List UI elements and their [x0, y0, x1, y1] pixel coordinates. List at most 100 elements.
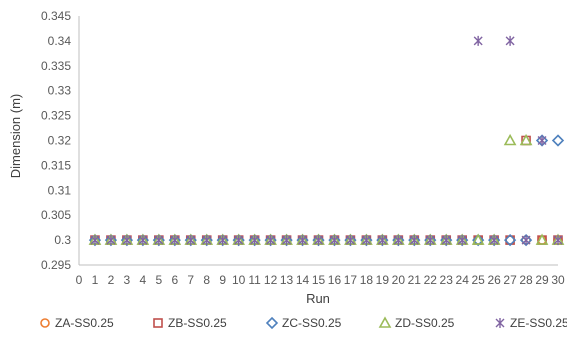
x-tick-label: 10	[232, 273, 246, 287]
data-point	[377, 235, 387, 246]
legend-marker	[378, 316, 392, 328]
x-tick-label: 14	[296, 273, 310, 287]
data-point	[314, 235, 323, 246]
series-ZD-SS0.25	[88, 133, 565, 245]
x-tick-label: 27	[503, 273, 517, 287]
x-tick-label: 5	[155, 273, 162, 287]
data-point	[250, 235, 260, 246]
legend-item: ZD-SS0.25	[378, 316, 455, 330]
data-point	[471, 233, 485, 245]
y-tick-label: 0.31	[48, 183, 72, 197]
data-point	[218, 235, 228, 246]
data-point	[505, 35, 515, 46]
legend-item: ZA-SS0.25	[40, 316, 114, 330]
y-tick-label: 0.32	[48, 134, 72, 148]
y-axis-title: Dimension (m)	[8, 94, 23, 179]
legend-item: ZC-SS0.25	[265, 316, 342, 330]
series-ZE-SS0.25	[90, 35, 563, 246]
data-point	[202, 235, 212, 246]
x-tick-label: 1	[92, 273, 99, 287]
x-tick-label: 18	[360, 273, 374, 287]
data-point	[266, 235, 276, 246]
data-point	[186, 235, 196, 246]
data-point	[138, 235, 148, 246]
data-point	[457, 235, 467, 246]
data-point	[537, 135, 547, 146]
legend: ZA-SS0.25 ZB-SS0.25 ZC-SS0.25 ZD-SS0.25 ZE-S…	[40, 316, 567, 330]
data-point	[154, 235, 164, 246]
legend-marker	[153, 318, 163, 328]
x-tick-label: 26	[487, 273, 501, 287]
x-tick-label: 9	[219, 273, 226, 287]
data-point	[361, 235, 371, 246]
legend-marker	[40, 318, 50, 328]
x-tick-label: 24	[456, 273, 470, 287]
data-point	[472, 233, 485, 247]
x-tick-label: 4	[140, 273, 147, 287]
data-point	[298, 235, 308, 246]
data-point	[170, 235, 180, 246]
x-tick-label: 16	[328, 273, 342, 287]
y-tick-label: 0.315	[41, 158, 71, 172]
data-point	[535, 233, 549, 245]
data-point	[521, 235, 531, 246]
axes	[78, 16, 558, 266]
legend-marker	[265, 316, 279, 330]
y-tick-labels: 0.295 0.3 0.305 0.31 0.315 0.32 0.325 0.33 0.335…	[41, 9, 71, 272]
data-point	[409, 235, 419, 246]
data-point	[345, 235, 355, 246]
data-point	[106, 235, 116, 246]
x-tick-labels: 0 1 2 3 4 5 6 7 8 9 10 11 12 13 14 15 16 17 18 19 20 21 22 23 24…	[76, 273, 565, 287]
legend-label: ZC-SS0.25	[282, 316, 342, 330]
data-point	[425, 235, 435, 246]
x-tick-label: 25	[471, 273, 485, 287]
data-point	[329, 235, 339, 246]
data-point	[553, 235, 563, 246]
data-point	[503, 233, 517, 247]
legend-marker	[495, 318, 505, 328]
x-tick-label: 15	[312, 273, 326, 287]
series-ZC-SS0.25	[88, 134, 565, 247]
x-axis-title: Run	[306, 291, 330, 306]
x-tick-label: 28	[519, 273, 533, 287]
data-point	[441, 235, 451, 246]
x-tick-label: 8	[203, 273, 210, 287]
x-tick-label: 20	[392, 273, 406, 287]
legend-label: ZD-SS0.25	[395, 316, 455, 330]
x-tick-label: 0	[76, 273, 83, 287]
x-tick-label: 12	[264, 273, 278, 287]
y-tick-label: 0.335	[41, 59, 71, 73]
data-points	[88, 35, 565, 247]
y-tick-label: 0.345	[41, 9, 71, 23]
x-tick-label: 22	[424, 273, 438, 287]
data-point	[473, 35, 483, 46]
y-tick-label: 0.305	[41, 208, 71, 222]
legend-item: ZE-SS0.25	[495, 316, 567, 330]
data-point	[519, 133, 533, 146]
y-tick-label: 0.33	[48, 84, 72, 98]
y-tick-label: 0.34	[48, 34, 72, 48]
x-tick-label: 2	[108, 273, 115, 287]
data-point	[122, 235, 132, 246]
data-point	[90, 235, 100, 246]
legend-label: ZB-SS0.25	[168, 316, 227, 330]
data-point	[393, 235, 403, 246]
data-point	[282, 235, 292, 246]
x-tick-label: 11	[248, 273, 261, 287]
legend-label: ZA-SS0.25	[55, 316, 114, 330]
x-tick-label: 19	[376, 273, 390, 287]
x-tick-label: 23	[440, 273, 454, 287]
x-tick-label: 13	[280, 273, 294, 287]
data-point	[489, 235, 499, 246]
x-tick-label: 21	[408, 273, 422, 287]
y-tick-label: 0.3	[54, 233, 71, 247]
x-tick-label: 6	[171, 273, 178, 287]
x-tick-label: 29	[535, 273, 549, 287]
data-point	[503, 133, 517, 146]
y-tick-label: 0.295	[41, 258, 71, 272]
legend-item: ZB-SS0.25	[153, 316, 227, 330]
legend-label: ZE-SS0.25	[510, 316, 567, 330]
data-point	[234, 235, 244, 246]
